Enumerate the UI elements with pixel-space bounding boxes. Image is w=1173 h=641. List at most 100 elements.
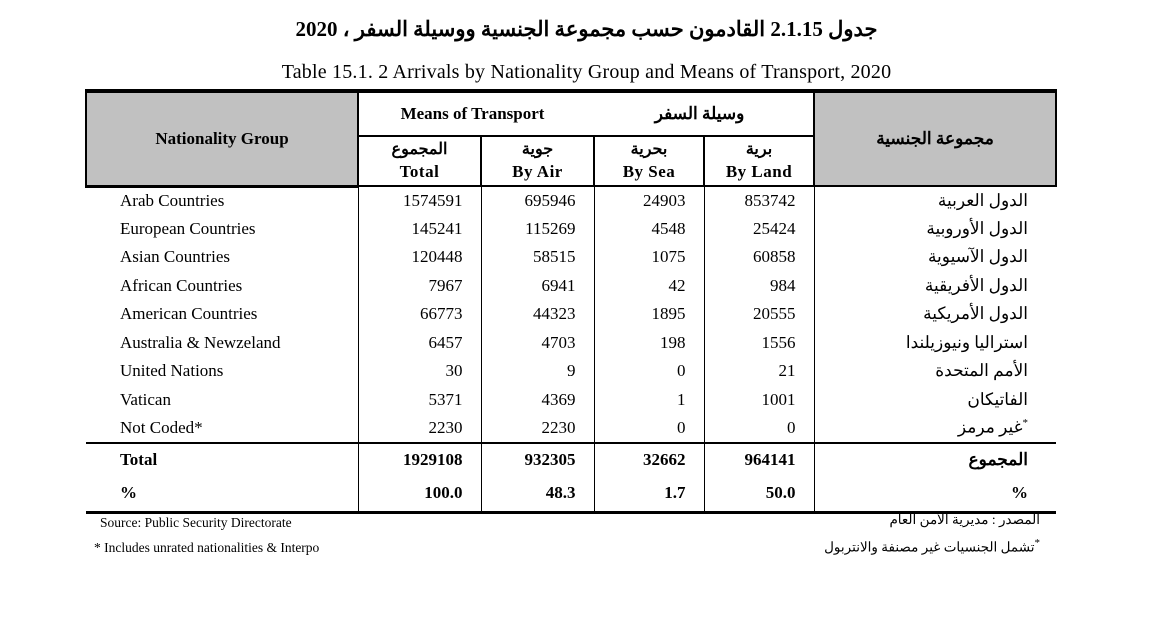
cell-by-air: 115269 <box>480 214 594 243</box>
column-header-by-land-en: By Land <box>725 162 793 181</box>
row-label-en: American Countries <box>120 304 258 324</box>
cell-by-sea: 1895 <box>593 300 704 329</box>
row-label-ar: الدول الأوروبية <box>813 214 1056 243</box>
percent-label-ar: % <box>813 475 1056 514</box>
row-label-en: Not Coded* <box>120 417 203 437</box>
cell-by-land: 853742 <box>703 186 814 215</box>
row-label-en: Australia & Newzeland <box>120 332 281 352</box>
percent-cell-by-sea: 1.7 <box>593 475 704 514</box>
column-header-total: المجموع Total <box>357 135 482 187</box>
cell-by-air: 4703 <box>480 328 594 357</box>
table-row-american-countries: American Countries 66773 44323 1895 2055… <box>86 300 1056 329</box>
table-row-vatican: Vatican 5371 4369 1 1001 الفاتيكان <box>86 385 1056 414</box>
column-header-by-air-en: By Air <box>512 162 563 181</box>
cell-by-land: 21 <box>703 357 814 386</box>
cell-total: 5371 <box>357 385 481 414</box>
column-header-total-en: Total <box>399 162 440 181</box>
total-label-en: Total <box>86 441 358 476</box>
cell-by-land: 60858 <box>703 243 814 272</box>
cell-total: 120448 <box>357 243 481 272</box>
column-header-total-ar: المجموع <box>391 141 448 158</box>
table-row-total: Total 1929108 932305 32662 964141 المجمو… <box>86 441 1056 476</box>
total-cell-by-air: 932305 <box>480 441 594 476</box>
row-label-ar: الدول الأمريكية <box>813 300 1056 329</box>
row-label-ar: الدول الأفريقية <box>813 271 1056 300</box>
cell-total: 145241 <box>357 214 481 243</box>
cell-by-sea: 4548 <box>593 214 704 243</box>
footnote-arabic-text: تشمل الجنسيات غير مصنفة والانتربول <box>824 539 1035 555</box>
footnote-arabic: *تشمل الجنسيات غير مصنفة والانتربول <box>824 537 1040 556</box>
row-label-ar: الدول العربية <box>813 186 1056 215</box>
percent-cell-by-air: 48.3 <box>480 475 594 514</box>
cell-by-air: 695946 <box>480 186 594 215</box>
cell-by-sea: 0 <box>593 414 704 443</box>
column-header-by-air: جوية By Air <box>480 135 595 187</box>
cell-total: 7967 <box>357 271 481 300</box>
header-nationality-group-ar: مجموعة الجنسية <box>813 90 1057 187</box>
cell-by-air: 44323 <box>480 300 594 329</box>
means-of-transport-label-en: Means of Transport <box>400 104 545 123</box>
table-title-english: Table 15.1. 2 Arrivals by Nationality Gr… <box>281 61 892 83</box>
cell-by-sea: 1 <box>593 385 704 414</box>
column-header-by-land-ar: برية <box>745 141 773 158</box>
table-row-australia-newzeland: Australia & Newzeland 6457 4703 198 1556… <box>86 328 1056 357</box>
cell-by-sea: 198 <box>593 328 704 357</box>
percent-cell-total: 100.0 <box>357 475 481 514</box>
arrivals-table: Nationality Group Means of Transport وسي… <box>85 89 1057 514</box>
footnote-english: * Includes unrated nationalities & Inter… <box>94 540 320 555</box>
total-cell-by-land: 964141 <box>703 441 814 476</box>
row-label-en: Asian Countries <box>120 247 231 267</box>
cell-by-air: 4369 <box>480 385 594 414</box>
row-label-en: Vatican <box>120 389 171 409</box>
row-label-en: Arab Countries <box>120 191 225 210</box>
cell-total: 6457 <box>357 328 481 357</box>
table-row-percent: % 100.0 48.3 1.7 50.0 % <box>86 475 1056 514</box>
header-means-of-transport: Means of Transport وسيلة السفر <box>357 90 815 137</box>
cell-total: 66773 <box>357 300 481 329</box>
cell-total: 1574591 <box>357 186 481 215</box>
cell-by-sea: 0 <box>593 357 704 386</box>
column-header-by-land: برية By Land <box>703 135 815 187</box>
row-label-ar-text: غير مرمز <box>957 418 1023 438</box>
percent-cell-by-land: 50.0 <box>703 475 814 514</box>
row-label-ar: *غير مرمز <box>813 414 1056 443</box>
total-cell-by-sea: 32662 <box>593 441 704 476</box>
cell-total: 2230 <box>357 414 481 443</box>
row-label-ar: استراليا ونيوزيلندا <box>813 328 1056 357</box>
cell-by-land: 0 <box>703 414 814 443</box>
cell-by-land: 1556 <box>703 328 814 357</box>
column-header-by-sea-ar: بحرية <box>630 141 668 158</box>
table-row-asian-countries: Asian Countries 120448 58515 1075 60858 … <box>86 243 1056 272</box>
table-row-united-nations: United Nations 30 9 0 21 الأمم المتحدة <box>86 357 1056 386</box>
header-banner-row: Nationality Group Means of Transport وسي… <box>85 90 1057 188</box>
cell-by-air: 9 <box>480 357 594 386</box>
cell-by-land: 20555 <box>703 300 814 329</box>
table-title-arabic: جدول 2.1.15 القادمون حسب مجموعة الجنسية … <box>295 17 878 41</box>
row-label-en: European Countries <box>120 218 256 238</box>
header-nationality-group-en: Nationality Group <box>85 90 359 188</box>
cell-by-land: 25424 <box>703 214 814 243</box>
row-label-ar: الأمم المتحدة <box>813 357 1056 386</box>
cell-by-land: 1001 <box>703 385 814 414</box>
asterisk-superscript: * <box>1022 417 1029 430</box>
cell-by-land: 984 <box>703 271 814 300</box>
table-row-european-countries: European Countries 145241 115269 4548 25… <box>86 214 1056 243</box>
percent-label-en: % <box>86 475 358 514</box>
total-label-ar: المجموع <box>813 441 1056 476</box>
means-of-transport-label-ar: وسيلة السفر <box>654 104 745 123</box>
row-label-en: United Nations <box>120 361 224 381</box>
total-cell-total: 1929108 <box>357 441 481 476</box>
cell-by-air: 6941 <box>480 271 594 300</box>
cell-by-sea: 1075 <box>593 243 704 272</box>
cell-by-air: 2230 <box>480 414 594 443</box>
table-row-african-countries: African Countries 7967 6941 42 984 الدول… <box>86 271 1056 300</box>
column-header-by-sea: بحرية By Sea <box>593 135 705 187</box>
cell-by-sea: 42 <box>593 271 704 300</box>
cell-total: 30 <box>357 357 481 386</box>
table-row-arab-countries: Arab Countries 1574591 695946 24903 8537… <box>86 186 1056 215</box>
column-header-by-sea-en: By Sea <box>622 162 676 181</box>
source-note-english: Source: Public Security Directorate <box>100 515 292 530</box>
cell-by-air: 58515 <box>480 243 594 272</box>
table-row-not-coded: Not Coded* 2230 2230 0 0 *غير مرمز <box>86 414 1056 443</box>
asterisk-superscript: * <box>1034 537 1041 549</box>
